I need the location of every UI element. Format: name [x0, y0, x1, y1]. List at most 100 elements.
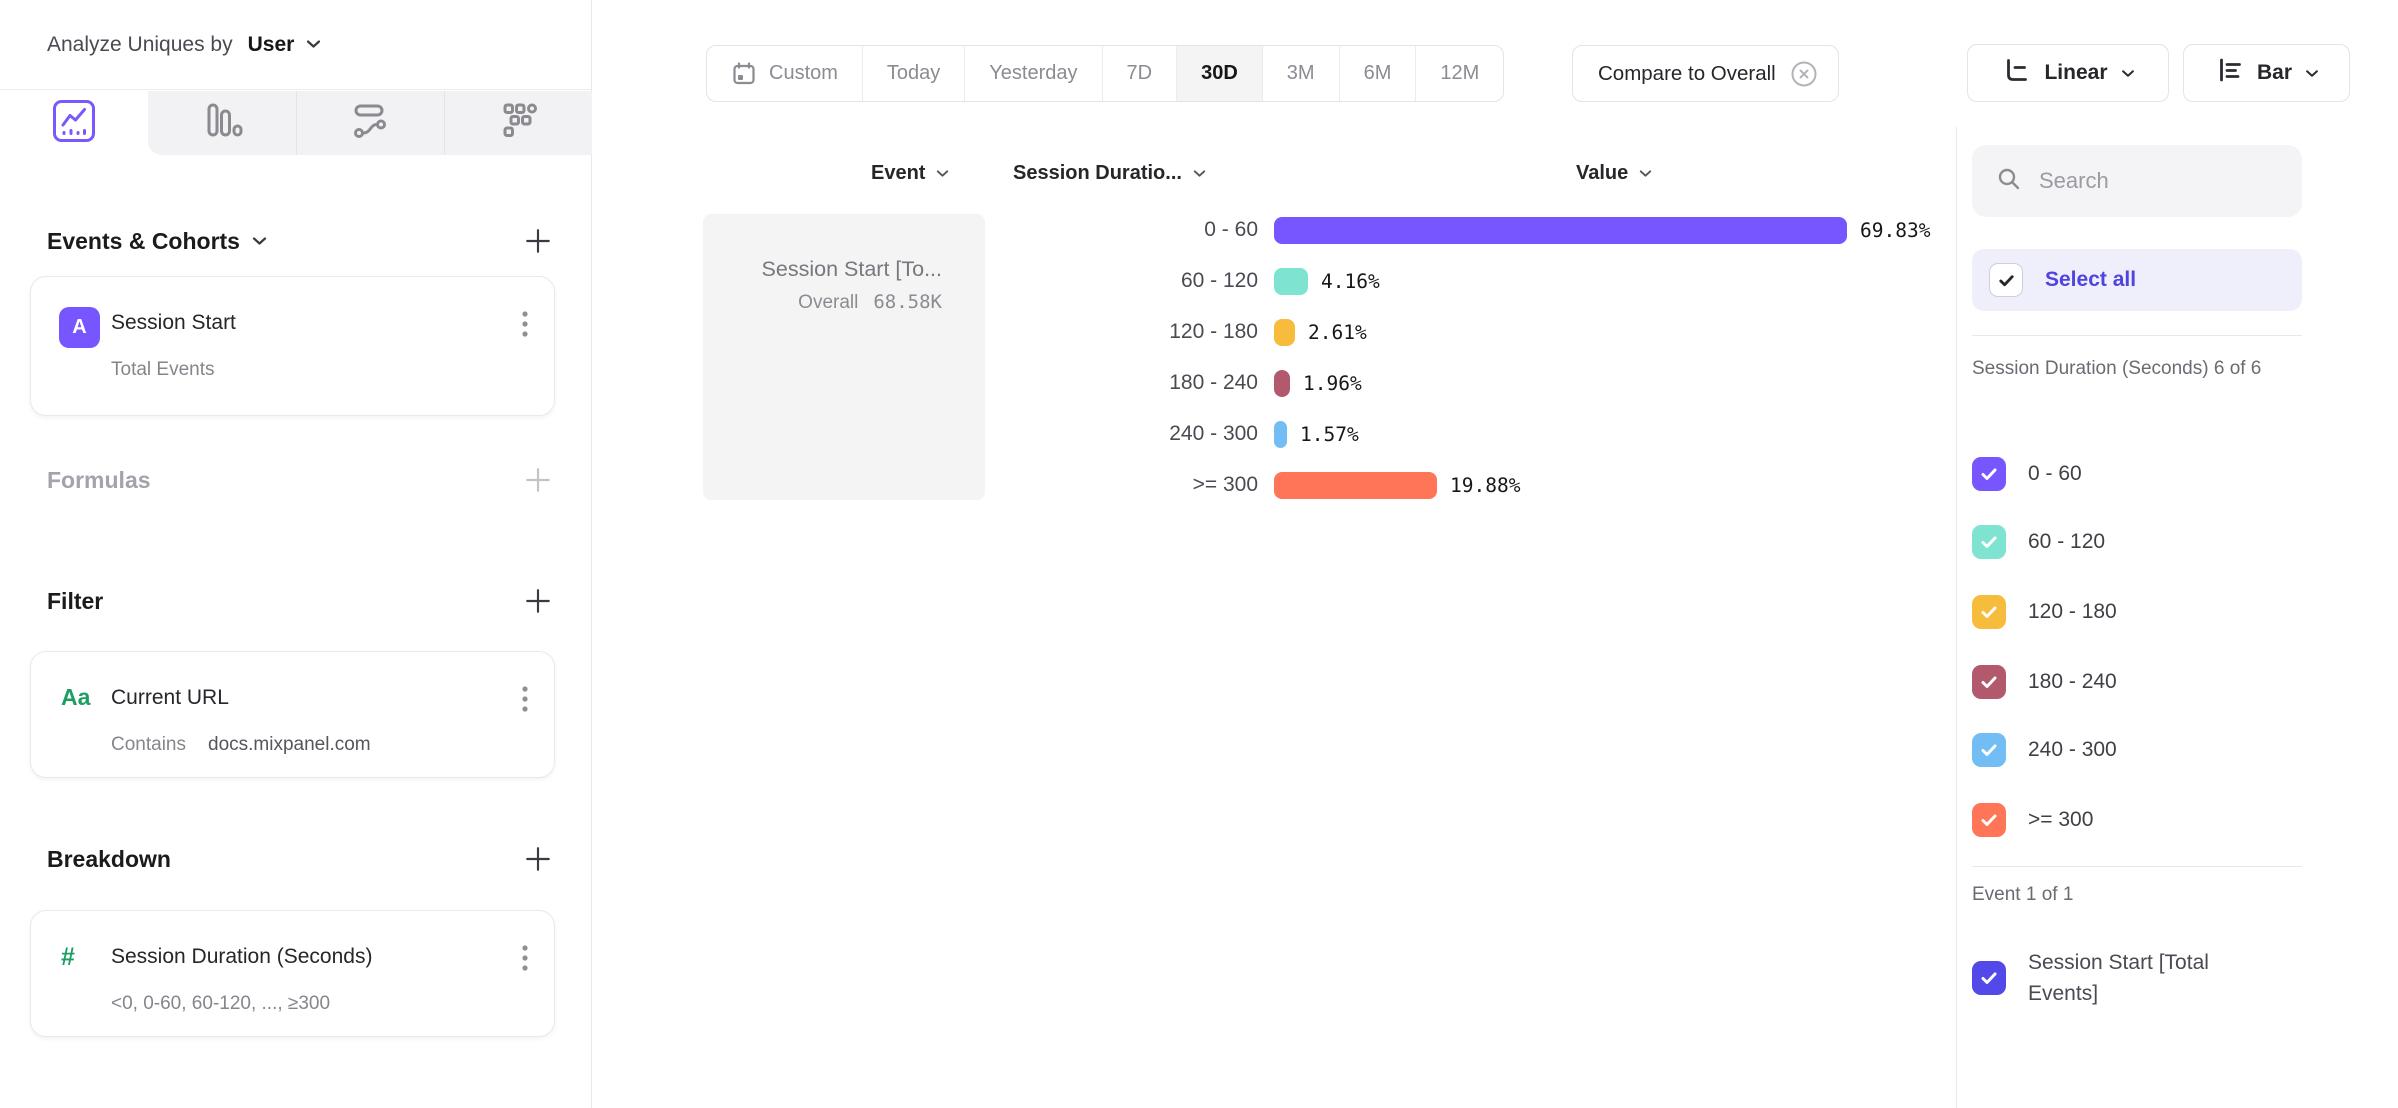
- search-icon: [1996, 166, 2022, 197]
- kebab-menu-icon[interactable]: [522, 945, 528, 976]
- date-range-6m[interactable]: 6M: [1338, 46, 1416, 101]
- bar-120-180[interactable]: [1274, 318, 1295, 346]
- tab-flow-chart[interactable]: [296, 91, 444, 155]
- events-cohorts-title[interactable]: Events & Cohorts: [47, 228, 267, 255]
- bar-value-label: 69.83%: [1860, 218, 1931, 242]
- filter-card-current-url[interactable]: Aa Current URL Contains docs.mixpanel.co…: [30, 651, 555, 778]
- select-all-checkbox[interactable]: [1989, 263, 2023, 297]
- checkbox[interactable]: [1972, 595, 2006, 629]
- legend-search-box[interactable]: [1972, 145, 2302, 217]
- date-range-30d[interactable]: 30D: [1176, 46, 1262, 101]
- checkbox-item-300[interactable]: >= 300: [1972, 803, 2093, 837]
- bucket-label: 60 - 120: [1180, 269, 1258, 292]
- chevron-down-icon: [306, 36, 321, 54]
- sidebar-divider: [1972, 866, 2302, 867]
- bucket-label: 120 - 180: [1169, 320, 1258, 343]
- search-input[interactable]: [2039, 168, 2279, 194]
- breakdown-card-title[interactable]: Session Duration (Seconds): [111, 945, 373, 968]
- date-range-yesterday[interactable]: Yesterday: [964, 46, 1101, 101]
- date-range-12m[interactable]: 12M: [1415, 46, 1503, 101]
- checkbox[interactable]: [1972, 525, 2006, 559]
- checkbox-item-240-300[interactable]: 240 - 300: [1972, 733, 2117, 767]
- checkbox-label: 180 - 240: [2028, 670, 2117, 693]
- kebab-menu-icon[interactable]: [522, 311, 528, 342]
- add-breakdown-button[interactable]: [521, 842, 555, 876]
- event-row-cell[interactable]: Session Start [To... Overall 68.58K: [703, 214, 985, 500]
- column-header-duration-label: Session Duratio...: [1013, 161, 1182, 184]
- metrics-grid-icon: [496, 98, 542, 149]
- bar-value-label: 1.96%: [1303, 371, 1362, 395]
- event-card-session-start[interactable]: A Session Start Total Events: [30, 276, 555, 416]
- checkbox-item-session-start-total-events[interactable]: Session Start [Total Events]: [1972, 947, 2302, 1009]
- column-header-event[interactable]: Event: [871, 156, 949, 190]
- select-all-row[interactable]: Select all: [1972, 249, 2302, 311]
- checkbox-label: Session Start [Total Events]: [2028, 951, 2209, 1005]
- bar-value-label: 4.16%: [1321, 269, 1380, 293]
- remove-compare-icon[interactable]: [1790, 60, 1818, 88]
- event-card-title[interactable]: Session Start: [111, 311, 236, 334]
- checkbox[interactable]: [1972, 803, 2006, 837]
- date-range-3m[interactable]: 3M: [1261, 46, 1339, 101]
- chevron-down-icon: [1193, 169, 1206, 177]
- scale-dropdown-label: Linear: [2044, 61, 2108, 84]
- tab-bar-chart[interactable]: [148, 91, 296, 155]
- event-card-subtitle[interactable]: Total Events: [111, 359, 215, 380]
- breakdown-card-session-duration[interactable]: # Session Duration (Seconds) <0, 0-60, 6…: [30, 910, 555, 1037]
- checkbox-item-0-60[interactable]: 0 - 60: [1972, 457, 2082, 491]
- column-header-value-label: Value: [1576, 161, 1629, 184]
- bucket-label: >= 300: [1192, 473, 1258, 496]
- tab-metrics-grid[interactable]: [444, 91, 592, 155]
- chart-row: 60 - 120 4.16%: [992, 264, 1380, 298]
- analyze-value-dropdown[interactable]: User: [247, 32, 295, 56]
- date-range-label: Custom: [769, 62, 838, 84]
- bar-180-240[interactable]: [1274, 369, 1290, 397]
- filter-value[interactable]: docs.mixpanel.com: [208, 734, 371, 755]
- checkbox[interactable]: [1972, 961, 2006, 995]
- checkbox-label: 0 - 60: [2028, 462, 2082, 485]
- bar-60-120[interactable]: [1274, 267, 1308, 295]
- checkbox[interactable]: [1972, 665, 2006, 699]
- scale-dropdown[interactable]: Linear: [1967, 44, 2169, 102]
- analyze-header: Analyze Uniques by User: [0, 0, 591, 90]
- compare-to-overall-pill[interactable]: Compare to Overall: [1572, 45, 1839, 102]
- tab-insights-chart[interactable]: [0, 91, 148, 155]
- checkbox-item-180-240[interactable]: 180 - 240: [1972, 665, 2117, 699]
- bar-240-300[interactable]: [1274, 420, 1287, 448]
- chevron-down-icon: [2121, 69, 2134, 77]
- checkbox[interactable]: [1972, 457, 2006, 491]
- breakdown-header: Breakdown: [47, 837, 555, 881]
- date-range-custom[interactable]: Custom: [707, 46, 862, 101]
- checkbox-item-60-120[interactable]: 60 - 120: [1972, 525, 2105, 559]
- column-header-value[interactable]: Value: [1576, 156, 1652, 190]
- chart-type-dropdown-label: Bar: [2256, 61, 2293, 84]
- overall-value: 68.58K: [873, 291, 942, 313]
- bar-300[interactable]: [1274, 471, 1437, 499]
- filter-card-condition[interactable]: Contains docs.mixpanel.com: [111, 730, 371, 760]
- filter-card-title[interactable]: Current URL: [111, 686, 229, 709]
- bar-chart-icon: [199, 98, 245, 149]
- date-range-today[interactable]: Today: [861, 46, 964, 101]
- add-filter-button[interactable]: [521, 584, 555, 618]
- chevron-down-icon: [937, 169, 949, 177]
- checkbox[interactable]: [1972, 733, 2006, 767]
- bucket-label: 0 - 60: [1204, 218, 1258, 241]
- kebab-menu-icon[interactable]: [522, 686, 528, 717]
- date-range-7d[interactable]: 7D: [1101, 46, 1177, 101]
- bar-0-60[interactable]: [1274, 216, 1847, 244]
- checkbox-item-120-180[interactable]: 120 - 180: [1972, 595, 2117, 629]
- filter-operator[interactable]: Contains: [111, 734, 186, 755]
- column-header-session-duration[interactable]: Session Duratio...: [1013, 156, 1206, 190]
- checkbox-label: 240 - 300: [2028, 738, 2117, 761]
- bucket-label: 240 - 300: [1169, 422, 1258, 445]
- add-formula-button[interactable]: [521, 463, 555, 497]
- events-cohorts-label: Events & Cohorts: [47, 227, 240, 254]
- add-event-button[interactable]: [521, 224, 555, 258]
- flow-chart-icon: [348, 98, 394, 149]
- filter-title: Filter: [47, 587, 104, 614]
- event-letter-badge: A: [59, 307, 100, 348]
- checkbox-label: 60 - 120: [2028, 530, 2106, 553]
- breakdown-card-buckets[interactable]: <0, 0-60, 60-120, ..., ≥300: [111, 993, 331, 1014]
- chart-type-dropdown[interactable]: Bar: [2183, 44, 2350, 102]
- chart-row: 120 - 180 2.61%: [992, 315, 1367, 349]
